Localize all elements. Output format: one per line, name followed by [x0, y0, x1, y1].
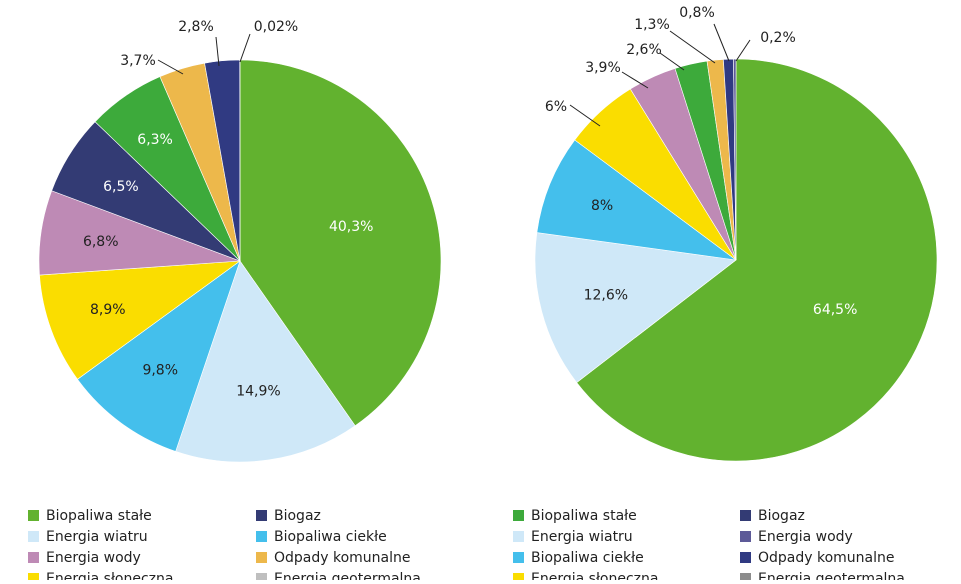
pie0-label-7: 3,7%: [120, 53, 156, 69]
legend0-swatch-7: [256, 573, 267, 580]
legend1-label-6: Energia słoneczna: [531, 571, 658, 580]
legend1-swatch-5: [740, 552, 751, 563]
legend1-swatch-4: [513, 552, 524, 563]
pie1-label-2: 8%: [591, 198, 613, 214]
legend0-swatch-4: [28, 552, 39, 563]
legend0-label-6: Energia słoneczna: [46, 571, 173, 580]
legend1-swatch-2: [513, 531, 524, 542]
legend0-swatch-1: [256, 510, 267, 521]
pie1-leader-8: [736, 40, 750, 61]
legend0-swatch-0: [28, 510, 39, 521]
pie1-label-0: 64,5%: [813, 302, 857, 318]
pie1-label-6: 1,3%: [634, 17, 670, 33]
legend1-swatch-0: [513, 510, 524, 521]
legend0-label-0: Biopaliwa stałe: [46, 508, 152, 524]
pie0-label-6: 6,3%: [137, 132, 173, 148]
legend0-label-2: Energia wiatru: [46, 529, 148, 545]
pie1-label-8: 0,2%: [760, 30, 796, 46]
legend1-swatch-6: [513, 573, 524, 580]
legend1-swatch-3: [740, 531, 751, 542]
legend0-label-7: Energia geotermalna: [274, 571, 421, 580]
legend0-swatch-2: [28, 531, 39, 542]
pie0-leader-9: [240, 34, 250, 62]
pie1-label-4: 3,9%: [585, 60, 621, 76]
legend1-label-5: Odpady komunalne: [758, 550, 895, 566]
legend1-swatch-1: [740, 510, 751, 521]
legend-1: Biopaliwa stałe Biogaz Energia wiatru Biopa…: [28, 508, 421, 580]
pie1-leader-3: [570, 105, 600, 126]
pie1-leader-4: [622, 72, 648, 88]
pie0-leader-7: [158, 60, 183, 74]
legend0-swatch-3: [256, 531, 267, 542]
legend1-label-4: Biopaliwa ciekłe: [531, 550, 644, 566]
legend1-label-1: Biogaz: [758, 508, 805, 524]
legend0-label-3: Biopaliwa ciekłe: [274, 529, 387, 545]
pie0-label-9: 0,02%: [254, 19, 298, 35]
pie0-label-2: 9,8%: [142, 363, 178, 379]
pie1-leader-7: [714, 24, 729, 61]
pie-chart-1: 40,3% 14,9% 9,8% 8,9% 6,8% 6,5% 6,3% 3,7% 2,8% 0,…: [39, 19, 441, 462]
legend0-label-4: Energia wody: [46, 550, 141, 566]
legend1-label-3: Energia wody: [758, 529, 853, 545]
legend1-label-7: Energia geotermalna: [758, 571, 905, 580]
legend1-swatch-7: [740, 573, 751, 580]
pie0-label-5: 6,5%: [103, 179, 139, 195]
legend0-swatch-6: [28, 573, 39, 580]
pie0-label-1: 14,9%: [236, 383, 280, 399]
pie1-label-1: 12,6%: [584, 288, 628, 304]
legend1-label-2: Energia wiatru: [531, 529, 633, 545]
pie1-label-7: 0,8%: [679, 5, 715, 21]
legend0-label-5: Odpady komunalne: [274, 550, 411, 566]
pie-chart-2: 64,5% 12,6% 8% 6% 3,9% 2,6% 1,3% 0,8% 0,2%: [535, 5, 937, 461]
pie0-label-3: 8,9%: [90, 302, 126, 318]
legend1-label-0: Biopaliwa stałe: [531, 508, 637, 524]
legend0-label-1: Biogaz: [274, 508, 321, 524]
pie1-label-5: 2,6%: [626, 42, 662, 58]
pie1-label-3: 6%: [545, 99, 567, 115]
pie1-leader-5: [660, 53, 684, 70]
legend-2: Biopaliwa stałe Biogaz Energia wiatru Energ…: [513, 508, 905, 580]
pie0-label-4: 6,8%: [83, 234, 119, 250]
legend0-swatch-5: [256, 552, 267, 563]
pie0-label-8: 2,8%: [178, 19, 214, 35]
pie1-leader-6: [670, 31, 715, 63]
pie0-label-0: 40,3%: [329, 219, 373, 235]
